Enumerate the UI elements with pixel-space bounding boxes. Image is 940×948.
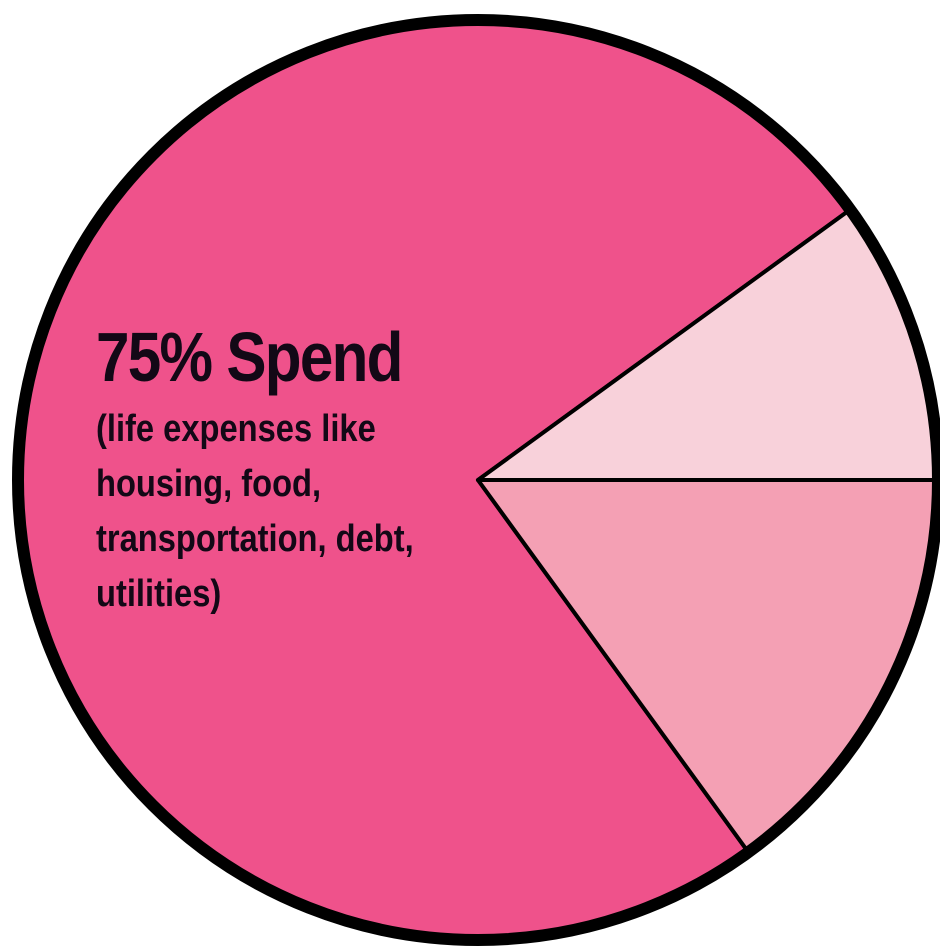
spend-description-line: transportation, debt, bbox=[96, 518, 414, 560]
spend-description-line: (life expenses like bbox=[96, 408, 376, 450]
spend-description-line: housing, food, bbox=[96, 463, 322, 505]
pie-slices bbox=[16, 18, 940, 942]
spend-description-line: utilities) bbox=[96, 573, 222, 615]
spend-slice-title: 75% Spend bbox=[96, 318, 403, 396]
spend-slice-description: (life expenses like housing, food, trans… bbox=[96, 402, 457, 622]
spend-slice-label: 75% Spend (life expenses like housing, f… bbox=[96, 318, 516, 622]
pie-outline bbox=[12, 14, 940, 946]
